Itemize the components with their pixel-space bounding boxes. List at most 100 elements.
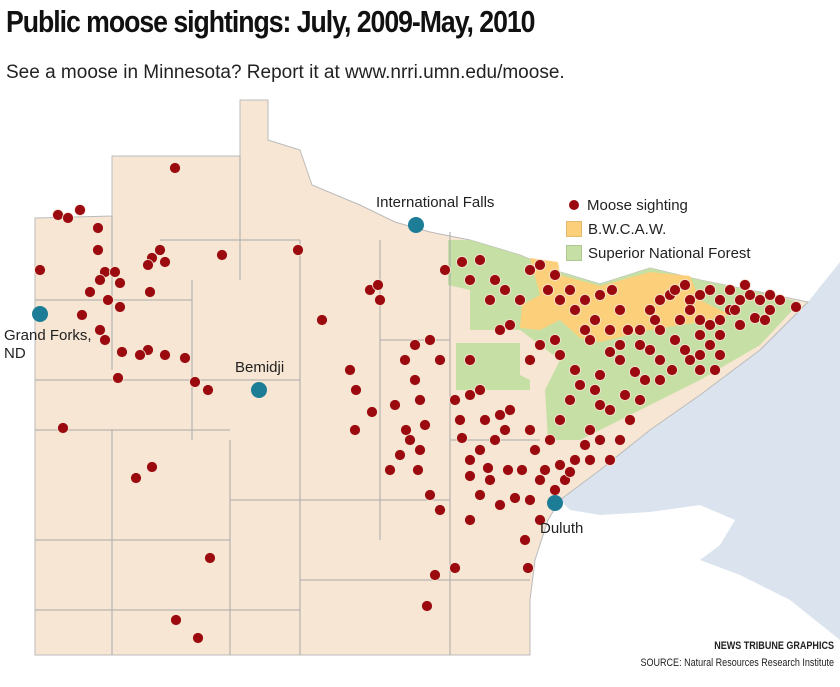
moose-sighting-dot <box>704 284 716 296</box>
moose-sighting-dot <box>216 249 228 261</box>
moose-sighting-dot <box>639 374 651 386</box>
moose-sighting-dot <box>594 369 606 381</box>
moose-sighting-dot <box>414 394 426 406</box>
moose-sighting-dot <box>114 301 126 313</box>
moose-sighting-dot <box>714 294 726 306</box>
moose-sighting-dot <box>709 364 721 376</box>
moose-sighting-dot <box>130 472 142 484</box>
moose-sighting-dot <box>606 284 618 296</box>
moose-sighting-dot <box>654 354 666 366</box>
moose-sighting-dot <box>434 354 446 366</box>
moose-sighting-dot <box>584 334 596 346</box>
city-grand-forks[interactable]: Grand Forks, ND <box>4 306 92 362</box>
moose-sighting-dot <box>499 284 511 296</box>
moose-sighting-dot <box>504 319 516 331</box>
moose-sighting-dot <box>694 314 706 326</box>
moose-sighting-dot <box>694 329 706 341</box>
moose-sighting-dot <box>579 439 591 451</box>
moose-sighting-dot <box>539 464 551 476</box>
moose-sighting-dot <box>374 294 386 306</box>
moose-sighting-dot <box>739 279 751 291</box>
moose-sighting-dot <box>76 309 88 321</box>
moose-sighting-dot <box>494 499 506 511</box>
moose-sighting-dot <box>614 434 626 446</box>
moose-sighting-dot <box>614 304 626 316</box>
moose-sighting-dot <box>549 334 561 346</box>
moose-sighting-dot <box>714 349 726 361</box>
moose-sighting-dot <box>350 384 362 396</box>
moose-sighting-dot <box>542 284 554 296</box>
moose-sighting-dot <box>564 394 576 406</box>
moose-sighting-dot <box>494 409 506 421</box>
moose-sighting-dot <box>74 204 86 216</box>
moose-sighting-dot <box>400 424 412 436</box>
moose-sighting-dot <box>169 162 181 174</box>
moose-sighting-dot <box>514 294 526 306</box>
moose-sighting-dot <box>524 494 536 506</box>
legend: Moose sighting B.W.C.A.W. Superior Natio… <box>566 193 751 265</box>
city-international-falls[interactable]: International Falls <box>376 194 494 233</box>
moose-sighting-dot <box>790 301 802 313</box>
moose-sighting-dot <box>569 454 581 466</box>
moose-sighting-dot <box>679 279 691 291</box>
moose-sighting-dot <box>589 314 601 326</box>
moose-sighting-dot <box>634 339 646 351</box>
moose-sighting-dot <box>584 454 596 466</box>
city-duluth[interactable]: Duluth <box>540 495 583 537</box>
moose-sighting-dot <box>654 294 666 306</box>
square-icon <box>566 245 582 261</box>
moose-sighting-dot <box>389 399 401 411</box>
moose-sighting-dot <box>674 314 686 326</box>
moose-sighting-dot <box>414 444 426 456</box>
moose-sighting-dot <box>744 289 756 301</box>
moose-sighting-dot <box>554 294 566 306</box>
moose-sighting-dot <box>349 424 361 436</box>
moose-sighting-dot <box>84 286 96 298</box>
moose-sighting-dot <box>34 264 46 276</box>
moose-sighting-dot <box>464 389 476 401</box>
moose-sighting-dot <box>92 244 104 256</box>
moose-sighting-dot <box>684 304 696 316</box>
moose-sighting-dot <box>92 222 104 234</box>
moose-sighting-dot <box>534 339 546 351</box>
county-lines <box>35 156 540 655</box>
moose-sighting-dot <box>94 274 106 286</box>
moose-sighting-dot <box>729 304 741 316</box>
moose-sighting-dot <box>614 354 626 366</box>
city-label-state: ND <box>4 345 26 362</box>
moose-sighting-dot <box>569 364 581 376</box>
moose-sighting-dot <box>399 354 411 366</box>
moose-sighting-dot <box>454 414 466 426</box>
moose-sighting-dot <box>189 376 201 388</box>
moose-sighting-dot <box>494 324 506 336</box>
city-bemidji[interactable]: Bemidji <box>235 359 284 398</box>
moose-sighting-dot <box>109 266 121 278</box>
moose-sighting-dot <box>344 364 356 376</box>
moose-sighting-dot <box>502 464 514 476</box>
moose-sighting-dot <box>589 384 601 396</box>
moose-sighting-dot <box>684 294 696 306</box>
moose-sighting-dot <box>202 384 214 396</box>
moose-sighting-dot <box>464 514 476 526</box>
moose-sighting-dot <box>564 466 576 478</box>
moose-sighting-dot <box>489 274 501 286</box>
moose-sighting-dot <box>669 334 681 346</box>
moose-sighting-dot <box>449 394 461 406</box>
moose-sighting-dot <box>146 461 158 473</box>
moose-sighting-dot <box>99 334 111 346</box>
moose-sighting-dot <box>684 354 696 366</box>
moose-sighting-dot <box>634 324 646 336</box>
moose-sighting-dot <box>574 379 586 391</box>
moose-sighting-dot <box>394 449 406 461</box>
moose-sighting-dot <box>439 264 451 276</box>
legend-item-forest: Superior National Forest <box>566 241 751 265</box>
moose-sighting-dot <box>499 424 511 436</box>
moose-sighting-dot <box>764 289 776 301</box>
moose-sighting-dot <box>456 256 468 268</box>
moose-sighting-dot <box>449 562 461 574</box>
moose-sighting-dot <box>666 364 678 376</box>
moose-sighting-dot <box>516 464 528 476</box>
moose-sighting-dot <box>524 354 536 366</box>
moose-sighting-dot <box>579 324 591 336</box>
moose-sighting-dot <box>292 244 304 256</box>
